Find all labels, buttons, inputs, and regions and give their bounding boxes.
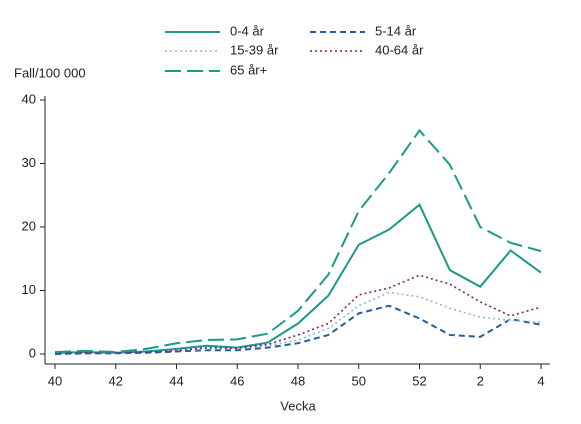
- x-tick-label: 40: [48, 373, 62, 388]
- x-tick-label: 44: [169, 373, 183, 388]
- legend-label: 65 år+: [230, 62, 267, 77]
- y-tick-label: 30: [22, 155, 36, 170]
- y-axis-label: Fall/100 000: [14, 65, 86, 80]
- x-tick-label: 50: [352, 373, 366, 388]
- y-tick-label: 0: [29, 345, 36, 360]
- y-tick-label: 10: [22, 282, 36, 297]
- x-tick-label: 46: [230, 373, 244, 388]
- x-axis-label: Vecka: [280, 398, 316, 413]
- legend-label: 0-4 år: [230, 23, 265, 38]
- legend-label: 15-39 år: [230, 42, 279, 57]
- series-line: [54, 203, 542, 354]
- series-line: [54, 304, 542, 355]
- legend-label: 40-64 år: [375, 42, 424, 57]
- x-tick-label: 2: [477, 373, 484, 388]
- x-tick-label: 42: [109, 373, 123, 388]
- legend-label: 5-14 år: [375, 23, 417, 38]
- y-tick-label: 20: [22, 218, 36, 233]
- x-tick-label: 52: [412, 373, 426, 388]
- y-tick-label: 40: [22, 91, 36, 106]
- series-line: [54, 128, 542, 354]
- x-tick-label: 4: [537, 373, 544, 388]
- series-line: [54, 274, 542, 355]
- x-tick-label: 48: [291, 373, 305, 388]
